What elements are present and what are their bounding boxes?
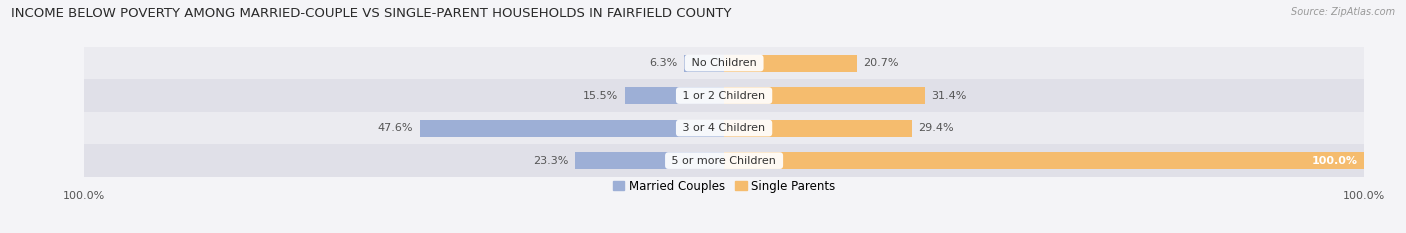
Text: 15.5%: 15.5% (583, 91, 619, 101)
Bar (84, 144, 1364, 177)
Text: INCOME BELOW POVERTY AMONG MARRIED-COUPLE VS SINGLE-PARENT HOUSEHOLDS IN FAIRFIE: INCOME BELOW POVERTY AMONG MARRIED-COUPL… (11, 7, 731, 20)
Text: 6.3%: 6.3% (650, 58, 678, 68)
Bar (724, 55, 856, 72)
Bar (724, 87, 925, 104)
Text: 31.4%: 31.4% (931, 91, 967, 101)
Bar (683, 55, 724, 72)
Text: No Children: No Children (688, 58, 761, 68)
Bar (84, 112, 1364, 144)
Bar (84, 79, 1364, 112)
Text: 29.4%: 29.4% (918, 123, 955, 133)
Bar (84, 47, 1364, 79)
Text: 1 or 2 Children: 1 or 2 Children (679, 91, 769, 101)
Text: 100.0%: 100.0% (1312, 156, 1357, 166)
Bar (724, 152, 1364, 169)
Text: 5 or more Children: 5 or more Children (668, 156, 780, 166)
Legend: Married Couples, Single Parents: Married Couples, Single Parents (613, 180, 835, 193)
Bar (419, 120, 724, 137)
Bar (624, 87, 724, 104)
Bar (724, 120, 912, 137)
Text: 3 or 4 Children: 3 or 4 Children (679, 123, 769, 133)
Text: 20.7%: 20.7% (863, 58, 898, 68)
Bar (575, 152, 724, 169)
Text: 23.3%: 23.3% (533, 156, 568, 166)
Text: Source: ZipAtlas.com: Source: ZipAtlas.com (1291, 7, 1395, 17)
Text: 47.6%: 47.6% (378, 123, 413, 133)
